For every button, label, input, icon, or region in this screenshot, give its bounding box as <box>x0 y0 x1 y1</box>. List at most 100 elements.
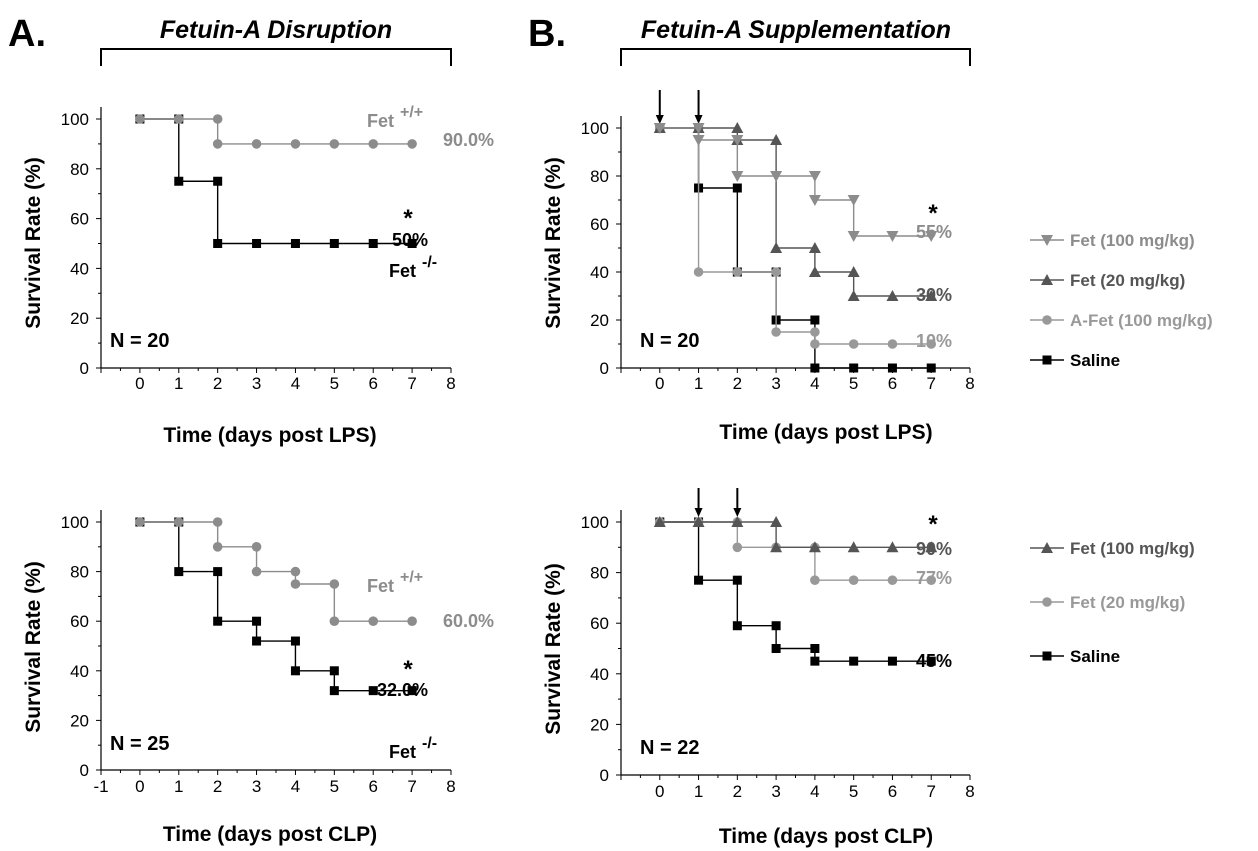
x-tick-label: 4 <box>291 374 300 393</box>
data-point <box>808 242 821 253</box>
series-line <box>139 118 413 245</box>
x-tick-label: 3 <box>771 374 780 393</box>
genotype-label: Fet +/+ <box>367 569 423 596</box>
legend-item: Fet (100 mg/kg) <box>1030 231 1195 250</box>
legend-label: A-Fet (100 mg/kg) <box>1070 311 1213 330</box>
data-point <box>770 242 783 253</box>
panel-bracket-b <box>620 48 971 66</box>
data-point <box>770 541 783 553</box>
data-point <box>407 239 417 248</box>
legend-marker <box>1042 651 1052 661</box>
x-tick-label: 7 <box>926 374 935 393</box>
data-point <box>329 666 339 676</box>
end-value-label: 90.0% <box>443 130 494 150</box>
legend-marker <box>1042 315 1052 325</box>
legend-item: Fet (100 mg/kg) <box>1030 539 1195 558</box>
x-tick-label: 2 <box>733 782 742 801</box>
data-point <box>732 621 742 631</box>
end-value-label: 32.0% <box>377 680 428 700</box>
y-tick-label: 20 <box>70 711 89 730</box>
genotype-label: Fet -/- <box>389 254 437 281</box>
y-tick-label: 80 <box>70 160 89 179</box>
x-tick-label: 4 <box>810 374 819 393</box>
data-point <box>886 290 899 301</box>
y-tick-label: 80 <box>590 167 609 186</box>
data-point <box>212 517 223 527</box>
data-point <box>692 516 705 527</box>
data-point <box>926 656 936 666</box>
data-point <box>887 339 898 349</box>
data-point <box>808 266 821 277</box>
data-point <box>926 363 936 373</box>
data-point <box>368 616 379 626</box>
data-point <box>771 621 781 631</box>
chart-b-lps: 0 20 40 60 80 100 0 1 2 3 4 5 6 7 8 Time (days post LPS… <box>542 90 1213 444</box>
data-point <box>847 541 860 553</box>
data-point <box>770 516 783 527</box>
data-point <box>329 616 340 626</box>
series-line <box>659 521 932 662</box>
data-point <box>290 566 301 577</box>
data-point <box>887 656 897 666</box>
data-point <box>329 239 339 248</box>
legend-item: Saline <box>1030 647 1120 666</box>
y-tick-label: 80 <box>590 564 609 583</box>
series-line <box>139 521 413 692</box>
data-point <box>771 267 781 277</box>
data-point <box>290 579 301 589</box>
x-tick-label: 0 <box>135 777 144 796</box>
data-point <box>808 171 821 182</box>
end-value-label: 30% <box>916 285 952 305</box>
data-point <box>174 567 184 577</box>
y-tick-label: 60 <box>70 210 89 229</box>
panel-letter-b: B. <box>528 13 566 55</box>
y-axis-title: Survival Rate (%) <box>22 561 45 733</box>
data-point <box>135 114 145 124</box>
x-tick-label: 7 <box>926 782 935 801</box>
data-point <box>174 176 184 186</box>
legend-item: Fet (20 mg/kg) <box>1030 271 1185 290</box>
data-point <box>290 666 300 676</box>
x-tick-label: 1 <box>174 777 183 796</box>
end-value-label: 90% <box>916 539 952 559</box>
data-point <box>731 135 744 146</box>
data-point <box>251 139 262 149</box>
data-point <box>329 579 340 589</box>
end-value-label: 10% <box>916 331 952 351</box>
x-tick-label: 6 <box>888 374 897 393</box>
data-point <box>329 139 340 149</box>
y-tick-label: 0 <box>600 359 609 378</box>
end-value-label: 45% <box>916 651 952 671</box>
data-point <box>251 542 262 552</box>
x-tick-label: 6 <box>368 777 377 796</box>
y-tick-label: 100 <box>61 513 89 532</box>
data-point <box>173 517 184 527</box>
chart-b-clp: 0 20 40 60 80 100 0 1 2 3 4 5 6 7 8 Time (days post CLP… <box>542 488 1195 848</box>
data-point <box>329 686 339 696</box>
data-point <box>848 575 859 585</box>
data-point <box>290 139 301 149</box>
data-point <box>653 123 666 134</box>
y-tick-label: 60 <box>590 215 609 234</box>
x-tick-label: 7 <box>407 374 416 393</box>
x-axis-title: Time (days post LPS) <box>163 424 376 447</box>
data-point <box>252 636 262 646</box>
data-point <box>810 656 820 666</box>
y-tick-label: 20 <box>590 715 609 734</box>
y-axis-title: Survival Rate (%) <box>542 157 565 329</box>
data-point <box>212 542 223 552</box>
series-line <box>659 127 932 237</box>
data-point <box>848 339 859 349</box>
end-value-label: 60.0% <box>443 611 494 631</box>
dose-arrow-head <box>733 508 742 517</box>
legend-marker <box>1041 274 1053 285</box>
x-tick-label: -1 <box>93 777 108 796</box>
y-tick-label: 60 <box>590 614 609 633</box>
y-tick-label: 20 <box>70 309 89 328</box>
x-tick-label: 2 <box>733 374 742 393</box>
data-point <box>694 575 704 585</box>
data-point <box>926 339 937 349</box>
significance-star: * <box>928 511 938 538</box>
y-tick-label: 100 <box>61 110 89 129</box>
